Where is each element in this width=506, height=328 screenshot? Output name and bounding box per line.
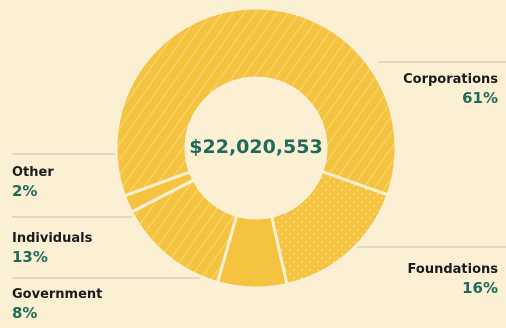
legend-item-individuals: Individuals 13% [12,230,92,266]
slice-name: Foundations [407,262,498,277]
donut-slices [114,6,398,290]
slice-name: Government [12,287,103,302]
slice-name: Individuals [12,231,93,246]
slice-percent: 8% [12,304,38,322]
slice-percent: 61% [462,89,498,107]
legend-item-government: Government 8% [12,286,102,322]
slice-corporations [114,6,398,198]
leader-lines [12,61,506,279]
legend-item-corporations: Corporations 61% [403,71,498,107]
legend-item-foundations: Foundations 16% [408,261,498,297]
slice-percent: 16% [462,279,498,297]
slice-name: Other [12,165,54,180]
slice-percent: 2% [12,182,38,200]
center-total-label: $22,020,553 [189,136,322,158]
slice-foundations [270,169,390,287]
slice-percent: 13% [12,248,48,266]
legend-item-other: Other 2% [12,164,54,200]
slice-other [122,170,196,214]
slice-name: Corporations [403,72,498,87]
